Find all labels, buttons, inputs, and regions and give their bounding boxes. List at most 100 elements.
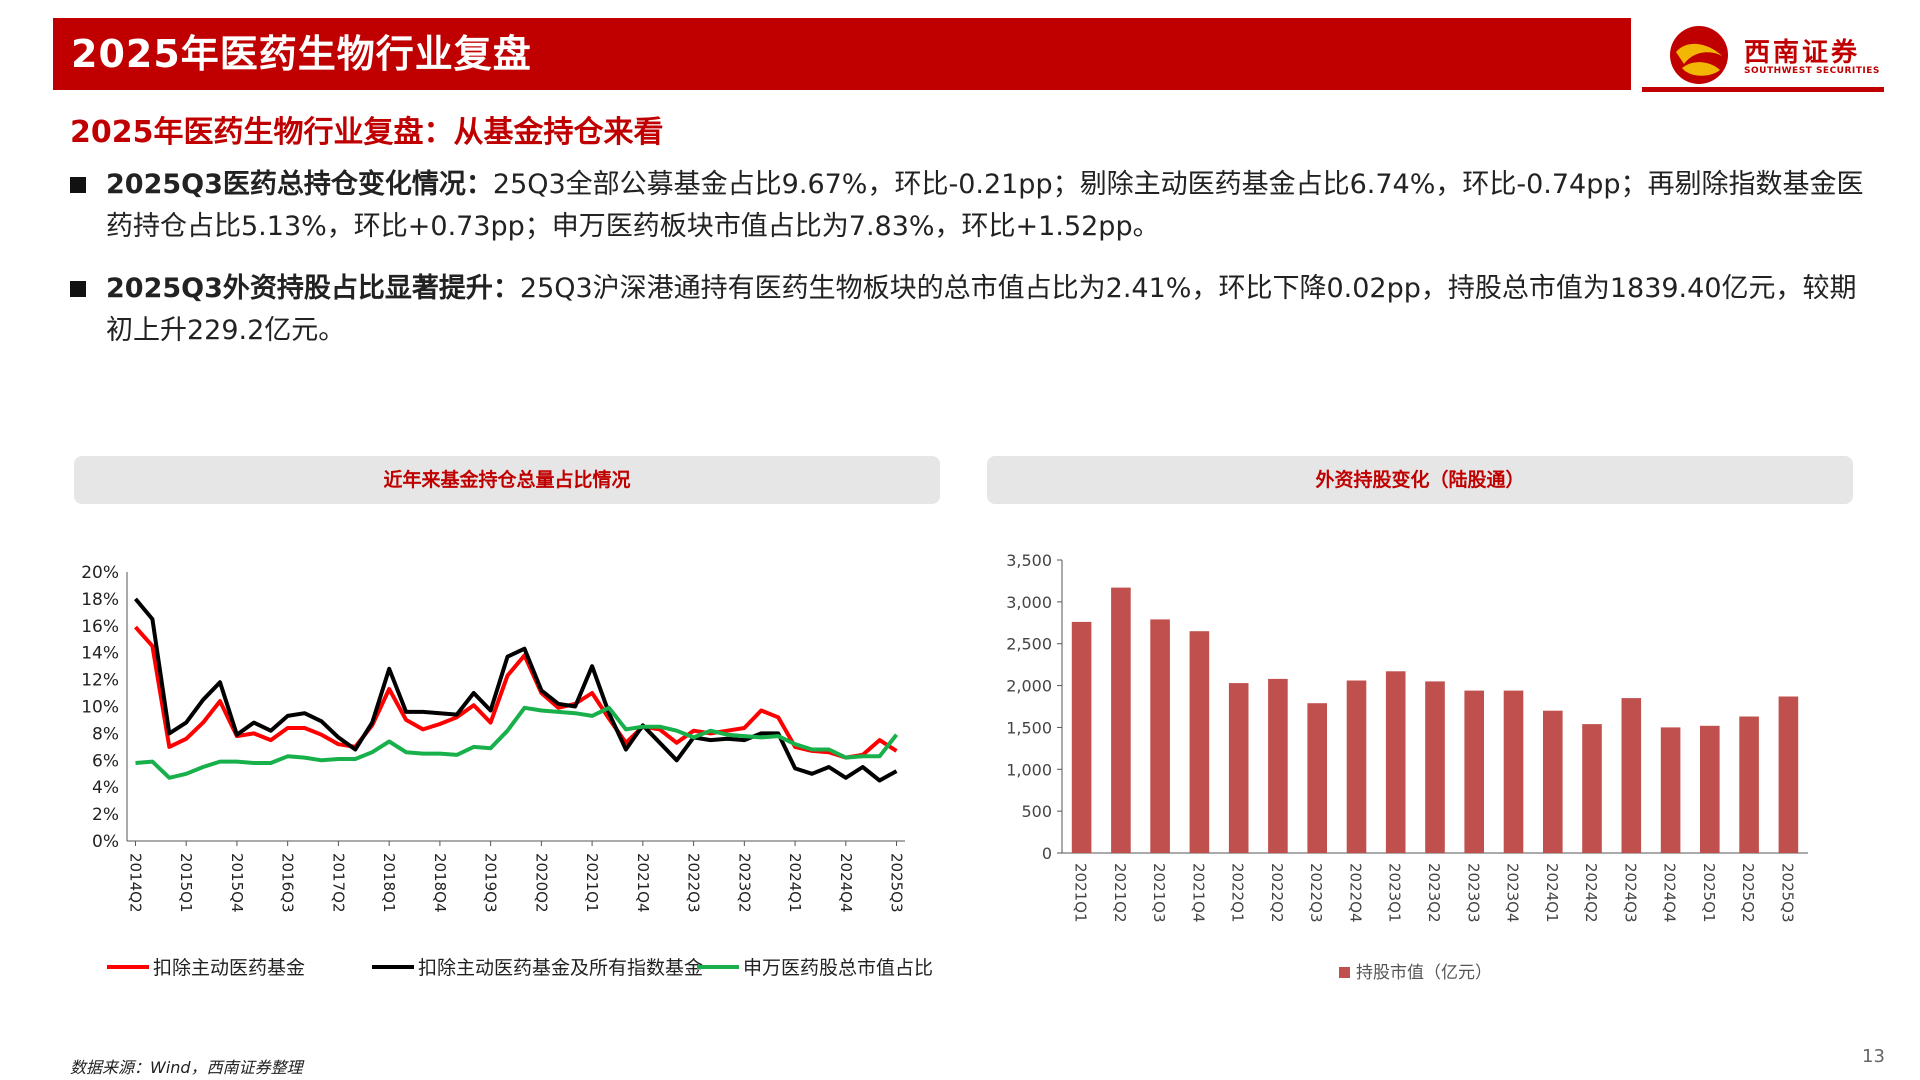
- y-tick-label: 20%: [81, 563, 119, 583]
- bar-2021Q3: [1150, 619, 1170, 853]
- data-source-note: 数据来源：Wind，西南证券整理: [70, 1058, 303, 1077]
- series-line-2: [135, 705, 899, 780]
- x-tick-label: 2014Q2: [126, 853, 144, 913]
- y-tick-label: 1,000: [1006, 760, 1052, 779]
- x-tick-label: 2018Q1: [380, 853, 398, 913]
- x-tick-label: 2023Q2: [1425, 863, 1443, 923]
- bullet-1-heading: 2025Q3医药总持仓变化情况：: [106, 169, 493, 200]
- y-tick-label: 8%: [92, 724, 119, 744]
- x-tick-label: 2021Q3: [1150, 863, 1168, 923]
- legend-label: 持股市值（亿元）: [1356, 963, 1492, 983]
- bar-2024Q2: [1582, 724, 1602, 853]
- x-tick-label: 2021Q4: [634, 853, 652, 913]
- y-tick-label: 12%: [81, 671, 119, 691]
- x-tick-label: 2023Q2: [735, 853, 753, 913]
- y-tick-label: 0%: [92, 832, 119, 852]
- bar-2023Q2: [1425, 681, 1445, 853]
- x-tick-label: 2021Q4: [1189, 863, 1207, 923]
- x-tick-label: 2022Q3: [1307, 863, 1325, 923]
- y-tick-label: 3,000: [1006, 593, 1052, 612]
- bar-2022Q4: [1346, 680, 1367, 853]
- bullet-1: 2025Q3医药总持仓变化情况：25Q3全部公募基金占比9.67%，环比-0.2…: [70, 164, 1870, 248]
- x-tick-label: 2025Q3: [1778, 863, 1796, 923]
- x-tick-label: 2025Q3: [888, 853, 906, 913]
- section-subtitle: 2025年医药生物行业复盘：从基金持仓来看: [70, 115, 664, 150]
- bar-2023Q3: [1464, 690, 1484, 853]
- x-tick-label: 2021Q2: [1111, 863, 1129, 923]
- brand-logo: 西南证券 SOUTHWEST SECURITIES: [1642, 18, 1884, 90]
- x-tick-label: 2019Q3: [482, 853, 500, 913]
- bar-2025Q3: [1778, 696, 1799, 853]
- x-tick-label: 2015Q4: [228, 853, 246, 913]
- logo-wordmark: 西南证券: [1744, 38, 1861, 68]
- x-tick-label: 2022Q3: [685, 853, 703, 913]
- bullet-2-heading: 2025Q3外资持股占比显著提升：: [106, 273, 520, 304]
- y-tick-label: 6%: [92, 751, 119, 771]
- logo-underline: [1642, 87, 1884, 92]
- x-tick-label: 2022Q1: [1229, 863, 1247, 923]
- bar-2021Q1: [1071, 621, 1092, 853]
- y-tick-label: 1,500: [1006, 718, 1052, 737]
- x-tick-label: 2021Q1: [1072, 863, 1090, 923]
- bullet-2: 2025Q3外资持股占比显著提升：25Q3沪深港通持有医药生物板块的总市值占比为…: [70, 268, 1870, 352]
- y-tick-label: 0: [1042, 844, 1052, 863]
- right-chart-title: 外资持股变化（陆股通）: [987, 456, 1853, 504]
- y-tick-label: 14%: [81, 644, 119, 664]
- bullet-square-icon: [70, 281, 86, 297]
- page-number: 13: [1862, 1046, 1885, 1067]
- x-tick-label: 2025Q1: [1700, 863, 1718, 923]
- bullet-2-text: 25Q3沪深港通持有医药生物板块的总市值占比为2.41%，环比下降0.02pp，…: [106, 273, 1857, 346]
- legend-label-0: 扣除主动医药基金: [153, 957, 305, 979]
- x-tick-label: 2023Q3: [1464, 863, 1482, 923]
- x-tick-label: 2023Q4: [1504, 863, 1522, 923]
- legend-label-1: 扣除主动医药基金及所有指数基金: [418, 957, 703, 979]
- y-tick-label: 16%: [81, 617, 119, 637]
- left-chart-title: 近年来基金持仓总量占比情况: [74, 456, 940, 504]
- x-tick-label: 2015Q1: [177, 853, 195, 913]
- bar-2022Q3: [1307, 703, 1327, 853]
- bar-2023Q1: [1385, 671, 1406, 853]
- bar-2022Q1: [1228, 683, 1249, 853]
- bullet-1-text: 25Q3全部公募基金占比9.67%，环比-0.21pp；剔除主动医药基金占比6.…: [106, 169, 1864, 242]
- bar-2024Q4: [1660, 727, 1681, 853]
- y-tick-label: 500: [1021, 802, 1052, 821]
- y-tick-label: 3,500: [1006, 551, 1052, 570]
- series-line-0: [134, 625, 898, 760]
- y-tick-label: 2,000: [1006, 677, 1052, 696]
- bar-2022Q2: [1268, 678, 1288, 853]
- y-tick-label: 18%: [81, 590, 119, 610]
- bar-2021Q2: [1111, 587, 1131, 853]
- bar-2021Q4: [1189, 631, 1210, 853]
- x-tick-label: 2025Q2: [1739, 863, 1757, 923]
- legend-label-2: 申万医药股总市值占比: [743, 957, 933, 979]
- x-tick-label: 2024Q4: [837, 853, 855, 913]
- x-tick-label: 2024Q4: [1661, 863, 1679, 923]
- y-tick-label: 2%: [92, 805, 119, 825]
- x-tick-label: 2024Q1: [786, 853, 804, 913]
- legend-swatch: [1339, 967, 1350, 978]
- x-tick-label: 2016Q3: [279, 853, 297, 913]
- x-tick-label: 2024Q2: [1582, 863, 1600, 923]
- northbound-holding-bar-chart: 0 500 1,000 1,500 2,000 2,500 3,000 3,500 2021Q1…: [1006, 551, 1808, 983]
- x-tick-label: 2018Q4: [431, 853, 449, 913]
- x-tick-label: 2017Q2: [329, 853, 347, 913]
- bar-2025Q2: [1739, 716, 1759, 853]
- fund-holding-line-chart: 0% 2% 4% 6% 8% 10% 12% 14% 16% 18% 20% 2014Q2 2015Q1…: [81, 563, 933, 979]
- x-tick-label: 2021Q1: [583, 853, 601, 913]
- bar-2025Q1: [1700, 725, 1720, 853]
- logo-subtext: SOUTHWEST SECURITIES: [1744, 66, 1880, 76]
- y-tick-label: 2,500: [1006, 635, 1052, 654]
- logo-emblem-icon: [1670, 26, 1728, 84]
- series-line-1: [133, 597, 898, 783]
- x-tick-label: 2024Q3: [1621, 863, 1639, 923]
- y-tick-label: 10%: [81, 698, 119, 718]
- x-tick-label: 2020Q2: [532, 853, 550, 913]
- header-band: 2025年医药生物行业复盘: [53, 18, 1631, 90]
- x-tick-label: 2024Q1: [1543, 863, 1561, 923]
- x-tick-label: 2023Q1: [1386, 863, 1404, 923]
- bar-2024Q3: [1621, 698, 1642, 853]
- bullet-square-icon: [70, 177, 86, 193]
- x-tick-label: 2022Q2: [1268, 863, 1286, 923]
- x-tick-label: 2022Q4: [1346, 863, 1364, 923]
- bar-2023Q4: [1503, 690, 1524, 853]
